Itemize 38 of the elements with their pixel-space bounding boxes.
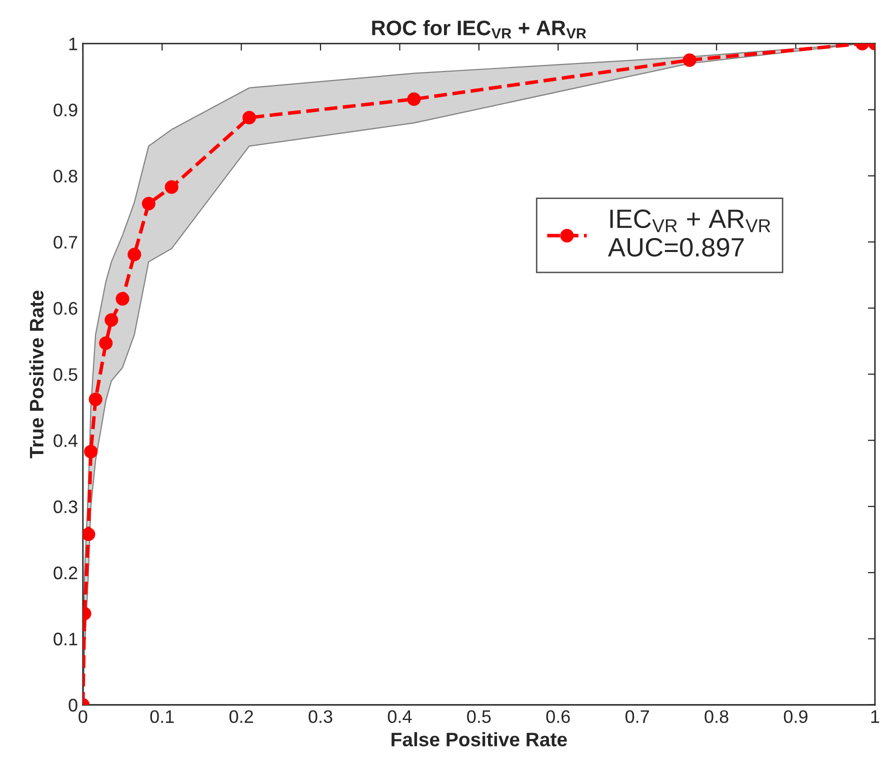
x-tick-label: 0.9 — [784, 710, 808, 723]
y-tick-label: 0.5 — [54, 368, 78, 381]
point — [128, 248, 142, 262]
x-tick-label: 0.6 — [546, 710, 570, 723]
x-tick-label: 0 — [78, 710, 88, 723]
x-tick-label: 0.2 — [229, 710, 253, 723]
x-tick-label: 0.8 — [704, 710, 728, 723]
x-tick-label: 0.4 — [388, 710, 412, 723]
x-axis-title: False Positive Rate — [392, 732, 567, 746]
y-tick-label: 0.7 — [54, 236, 78, 249]
y-tick-label: 0.8 — [54, 170, 78, 183]
point — [407, 92, 421, 106]
x-tick-label: 0.1 — [150, 710, 174, 723]
y-tick-label: 1 — [69, 38, 78, 50]
legend-label: IEC$_{VR}$ + AR$_{VR}$ AUC=0.897 — [608, 209, 770, 257]
y-tick-label: 0 — [68, 698, 78, 712]
point — [116, 292, 130, 306]
y-tick-label: 0.2 — [54, 566, 78, 580]
y-axis-title: True Positive Rate — [29, 290, 44, 458]
point — [164, 180, 178, 194]
y-tick-label: 0.1 — [54, 632, 78, 646]
point — [682, 53, 696, 67]
y-tick-label: 0.9 — [54, 104, 78, 116]
y-tick-label: 0.3 — [54, 500, 78, 514]
x-tick-label: 0.3 — [308, 710, 332, 723]
x-tick-label: 0.5 — [467, 710, 491, 723]
point — [104, 313, 118, 327]
y-tick-label: 0.4 — [54, 434, 78, 448]
y-tick-label: 0.6 — [54, 302, 78, 315]
point — [99, 336, 113, 350]
x-tick-label: 0.7 — [625, 710, 649, 723]
point — [88, 392, 102, 406]
point — [84, 444, 98, 458]
chart-title: ROC for IEC$_{VR}$ + AR$_{VR}$ — [372, 20, 586, 38]
point — [142, 196, 156, 210]
point — [82, 527, 96, 542]
x-tick-label: 1 — [871, 710, 880, 723]
point — [242, 110, 256, 124]
